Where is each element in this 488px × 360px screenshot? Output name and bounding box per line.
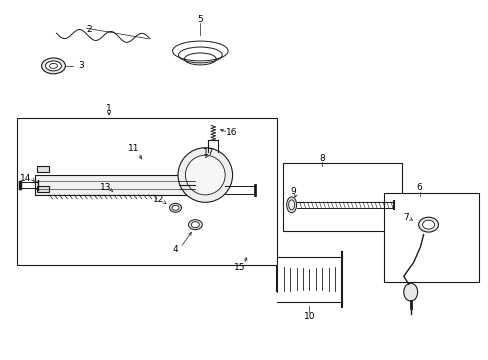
Bar — [37, 166, 48, 172]
Bar — [17, 118, 276, 265]
Ellipse shape — [169, 203, 181, 212]
Ellipse shape — [418, 217, 438, 232]
Ellipse shape — [185, 155, 224, 195]
Text: 14: 14 — [20, 174, 31, 183]
Ellipse shape — [286, 197, 296, 213]
Ellipse shape — [49, 63, 57, 68]
Text: 17: 17 — [202, 148, 214, 157]
Text: 9: 9 — [290, 188, 296, 197]
Text: 6: 6 — [416, 184, 422, 193]
Text: 16: 16 — [226, 128, 237, 137]
Text: 2: 2 — [86, 25, 92, 34]
Ellipse shape — [45, 61, 61, 71]
Bar — [35, 175, 195, 195]
Text: 11: 11 — [128, 144, 140, 153]
Text: 15: 15 — [234, 263, 245, 272]
Bar — [282, 163, 401, 231]
Ellipse shape — [422, 220, 434, 229]
Text: 1: 1 — [106, 104, 112, 113]
Ellipse shape — [41, 58, 65, 74]
Text: 5: 5 — [197, 15, 203, 24]
Ellipse shape — [172, 205, 179, 210]
Text: 8: 8 — [319, 154, 325, 163]
Text: 10: 10 — [303, 312, 315, 321]
Ellipse shape — [403, 283, 417, 301]
Text: 12: 12 — [153, 195, 164, 204]
Text: 3: 3 — [78, 62, 84, 71]
Text: 13: 13 — [100, 184, 112, 193]
Bar — [37, 186, 48, 192]
Text: 7: 7 — [402, 213, 408, 222]
Ellipse shape — [188, 220, 202, 230]
Ellipse shape — [288, 200, 294, 210]
Ellipse shape — [191, 222, 199, 228]
Bar — [383, 193, 478, 282]
Text: 4: 4 — [172, 245, 178, 254]
Ellipse shape — [178, 148, 232, 202]
